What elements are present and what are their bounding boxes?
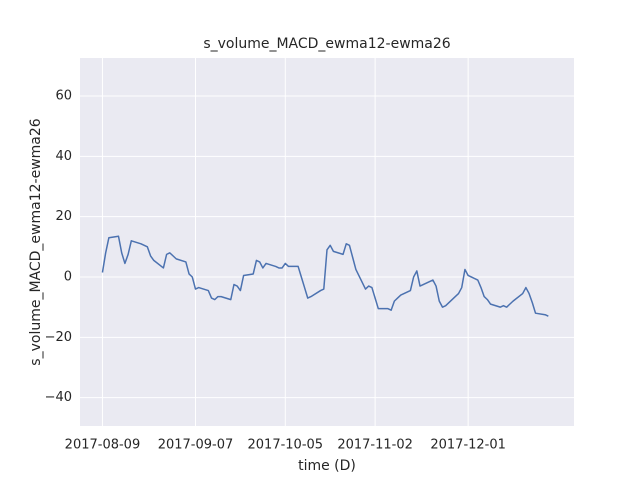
y-tick-label: 60 [55, 89, 72, 104]
y-tick-label: 40 [55, 149, 72, 164]
x-tick-label: 2017-09-07 [158, 438, 234, 453]
y-axis-label: s_volume_MACD_ewma12-ewma26 [28, 118, 44, 365]
x-axis-label: time (D) [298, 458, 356, 474]
y-tick-label: −20 [45, 330, 72, 345]
y-tick-label: 0 [64, 269, 72, 284]
y-tick-label: 20 [55, 209, 72, 224]
x-tick-label: 2017-11-02 [337, 438, 413, 453]
x-tick-label: 2017-08-09 [65, 438, 141, 453]
x-tick-label: 2017-12-01 [430, 438, 506, 453]
chart-title: s_volume_MACD_ewma12-ewma26 [203, 36, 450, 52]
plot-area [80, 58, 574, 426]
x-tick-label: 2017-10-05 [248, 438, 324, 453]
data-line [101, 235, 549, 317]
y-tick-label: −40 [45, 390, 72, 405]
